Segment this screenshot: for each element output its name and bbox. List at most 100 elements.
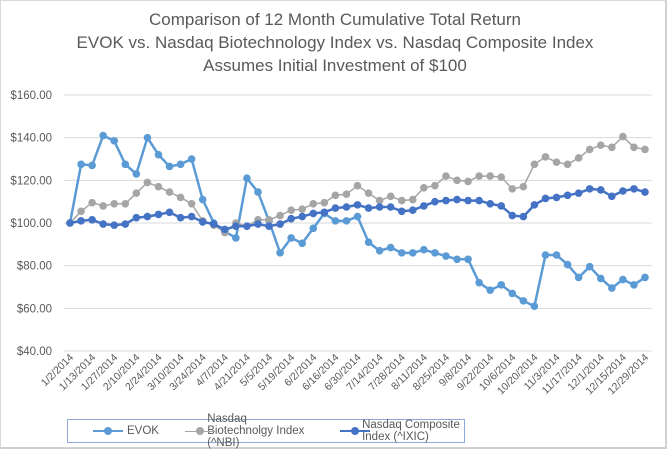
data-point bbox=[442, 196, 450, 205]
data-point bbox=[276, 211, 284, 220]
data-point bbox=[110, 221, 119, 229]
data-point bbox=[608, 143, 616, 152]
y-tick-label: $40.00 bbox=[17, 346, 52, 358]
data-point bbox=[431, 181, 439, 190]
data-point bbox=[530, 201, 539, 209]
data-point bbox=[508, 185, 517, 193]
data-point bbox=[453, 176, 461, 185]
data-point bbox=[331, 217, 340, 225]
y-tick-label: $100.00 bbox=[10, 218, 52, 230]
x-axis-tick-labels: 1/2/20141/13/20141/27/20142/10/20142/24/… bbox=[39, 352, 651, 398]
data-point bbox=[641, 145, 649, 154]
data-point bbox=[198, 195, 207, 204]
data-point bbox=[187, 212, 196, 221]
data-point bbox=[596, 274, 605, 283]
data-point bbox=[497, 173, 506, 181]
data-point bbox=[574, 154, 583, 162]
data-point bbox=[287, 206, 295, 214]
data-point bbox=[508, 211, 517, 220]
data-point bbox=[121, 220, 130, 228]
series-1 bbox=[66, 132, 649, 237]
data-point bbox=[541, 251, 550, 259]
data-point bbox=[99, 220, 107, 228]
data-point bbox=[453, 255, 461, 264]
y-tick-label: $140.00 bbox=[10, 133, 52, 145]
data-point bbox=[420, 202, 428, 210]
data-point bbox=[154, 210, 163, 219]
data-point bbox=[176, 193, 185, 202]
data-point bbox=[619, 132, 627, 141]
data-point bbox=[309, 209, 318, 218]
data-point bbox=[176, 160, 185, 169]
data-point bbox=[619, 275, 627, 284]
data-point bbox=[309, 224, 318, 233]
data-point bbox=[287, 234, 295, 242]
data-point bbox=[243, 174, 251, 182]
data-point bbox=[265, 216, 273, 224]
data-point bbox=[331, 191, 340, 200]
data-point bbox=[110, 137, 119, 145]
chart-title-line-1: Comparison of 12 Month Cumulative Total … bbox=[149, 10, 521, 29]
data-point bbox=[77, 207, 85, 216]
data-point bbox=[121, 160, 130, 169]
data-point bbox=[508, 289, 517, 298]
data-point bbox=[143, 178, 152, 187]
data-point bbox=[552, 193, 561, 202]
data-point bbox=[331, 204, 340, 212]
data-point bbox=[464, 177, 472, 186]
data-point bbox=[243, 222, 251, 230]
data-point bbox=[353, 212, 362, 221]
y-tick-label: $120.00 bbox=[10, 175, 52, 187]
data-point bbox=[475, 278, 483, 287]
data-point bbox=[574, 273, 583, 282]
data-point bbox=[464, 255, 472, 264]
data-point bbox=[287, 214, 295, 223]
data-point bbox=[88, 216, 96, 224]
data-point bbox=[442, 252, 450, 260]
legend-marker-icon bbox=[184, 426, 215, 436]
data-point bbox=[342, 190, 351, 198]
data-point bbox=[530, 160, 539, 169]
data-point bbox=[375, 203, 384, 211]
legend-item-evok: EVOK bbox=[93, 425, 159, 437]
data-point bbox=[552, 251, 561, 259]
gridlines bbox=[64, 94, 652, 352]
data-point bbox=[453, 195, 461, 204]
data-point bbox=[298, 212, 307, 221]
data-point bbox=[630, 143, 638, 152]
data-point bbox=[132, 189, 141, 197]
data-point bbox=[342, 203, 351, 211]
data-point bbox=[298, 239, 307, 248]
data-point bbox=[563, 160, 572, 169]
data-point bbox=[596, 141, 605, 149]
data-point bbox=[198, 218, 207, 226]
data-point bbox=[375, 246, 384, 255]
data-point bbox=[276, 249, 284, 257]
data-point bbox=[519, 182, 528, 191]
data-point bbox=[342, 217, 351, 225]
data-point bbox=[364, 204, 373, 212]
data-point bbox=[121, 200, 130, 208]
data-point bbox=[442, 172, 450, 180]
data-point bbox=[375, 196, 384, 205]
legend-marker-icon bbox=[339, 426, 370, 436]
y-axis-tick-labels: $40.00 $60.00 $80.00 $100.00 $120.00 $140.00 $… bbox=[10, 90, 52, 358]
data-point bbox=[187, 155, 196, 163]
data-point bbox=[552, 158, 561, 166]
data-point bbox=[232, 234, 240, 242]
data-point bbox=[464, 196, 472, 205]
data-point bbox=[66, 219, 74, 227]
data-point bbox=[99, 131, 107, 140]
data-point bbox=[353, 181, 362, 190]
data-point bbox=[497, 281, 506, 289]
data-point bbox=[88, 198, 96, 207]
data-point bbox=[386, 203, 395, 211]
data-point bbox=[132, 170, 141, 178]
data-point bbox=[254, 220, 262, 228]
data-point bbox=[353, 201, 362, 209]
data-point bbox=[408, 206, 417, 214]
series-2 bbox=[66, 185, 649, 234]
data-point bbox=[176, 213, 185, 222]
legend-label: EVOK bbox=[127, 425, 159, 437]
